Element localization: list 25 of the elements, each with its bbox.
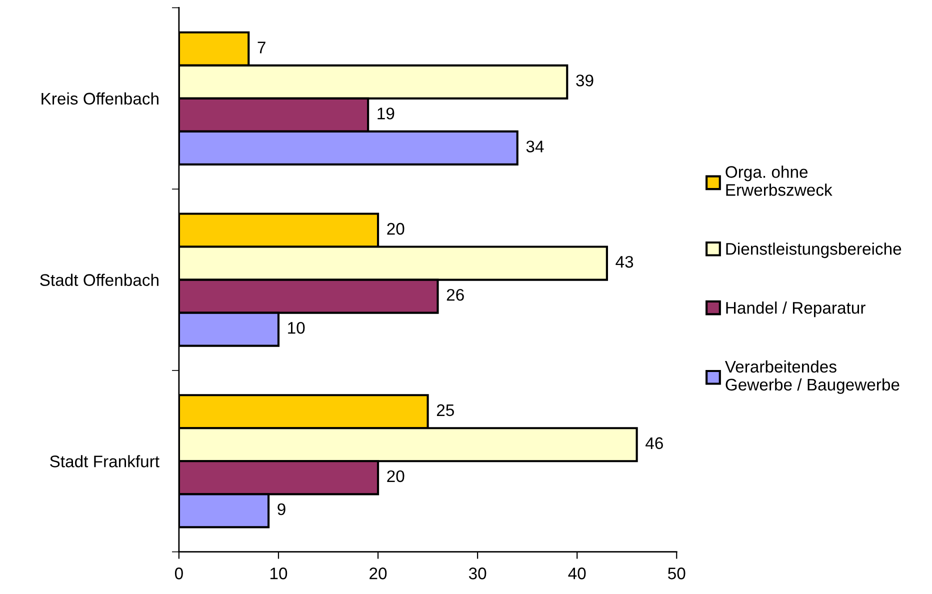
legend-label: Dienstleistungsbereiche	[726, 242, 902, 258]
legend-label: Orga. ohne Erwerbszweck	[726, 166, 832, 196]
x-tick-label: 0	[174, 568, 183, 580]
legend-label: Verarbeitendes Gewerbe / Baugewerbe	[724, 360, 900, 394]
x-tick-label: 40	[568, 568, 586, 580]
data-label: 34	[526, 140, 544, 152]
data-label: 39	[576, 74, 594, 86]
y-tick-label: Stadt Frankfurt	[50, 455, 160, 468]
data-label: 19	[378, 108, 394, 120]
x-tick-label: 20	[370, 568, 387, 580]
data-label: 43	[616, 256, 634, 268]
data-label: 46	[646, 437, 663, 450]
data-label: 9	[278, 503, 286, 516]
x-tick-label: 30	[468, 568, 486, 580]
data-label: 25	[436, 404, 454, 416]
y-tick-label: Kreis Offenbach	[42, 92, 158, 105]
data-label: 26	[446, 288, 464, 301]
y-tick-label: Stadt Offenbach	[40, 274, 158, 286]
data-label: 10	[288, 322, 305, 334]
data-label: 20	[387, 222, 404, 235]
x-tick-label: 10	[270, 568, 288, 580]
data-label: 7	[258, 42, 266, 54]
legend-label: Handel / Reparatur	[726, 302, 866, 318]
x-tick-label: 50	[668, 568, 686, 580]
data-label: 20	[387, 470, 404, 482]
